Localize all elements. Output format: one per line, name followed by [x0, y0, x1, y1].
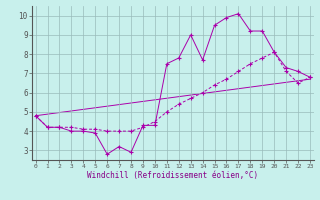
X-axis label: Windchill (Refroidissement éolien,°C): Windchill (Refroidissement éolien,°C) [87, 171, 258, 180]
